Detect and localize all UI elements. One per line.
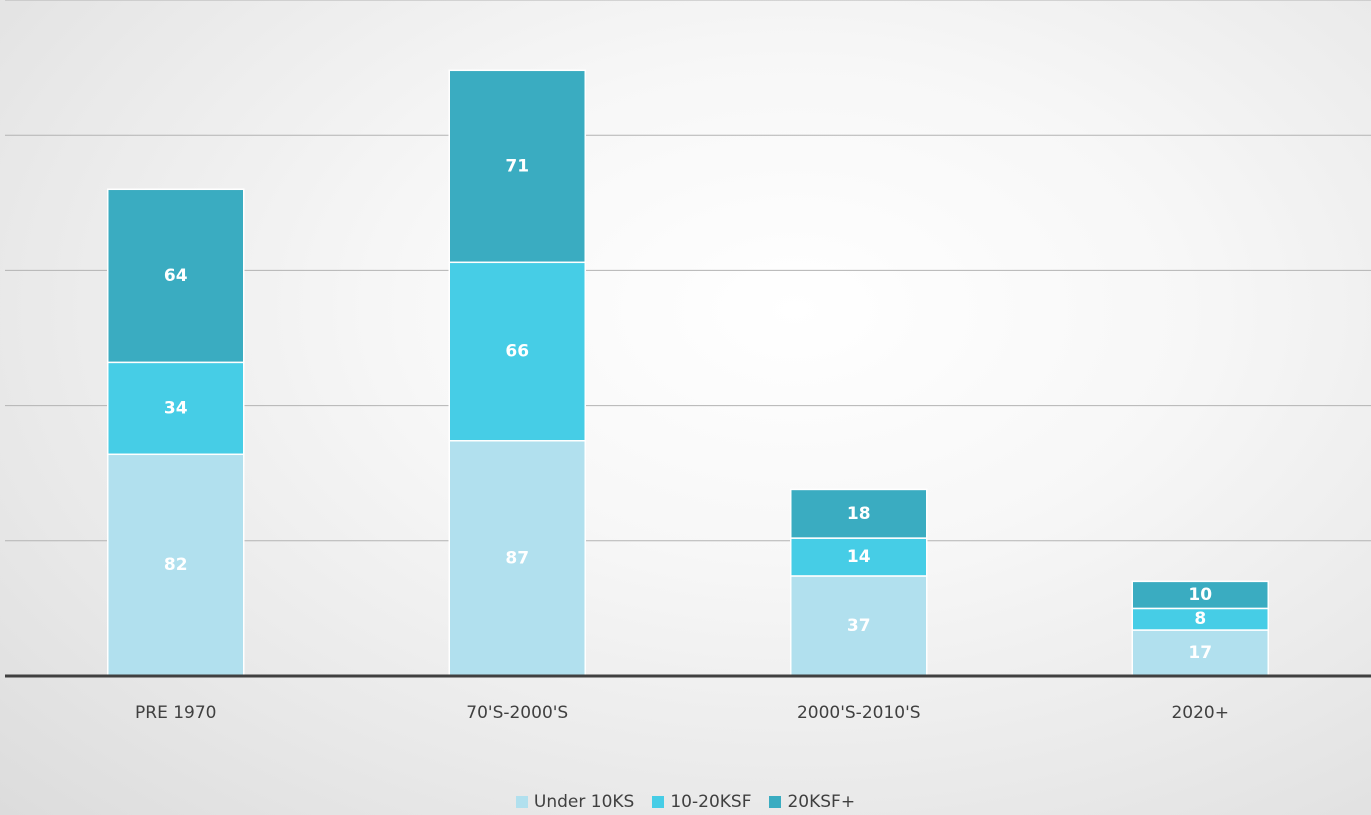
data-label: 64 (164, 266, 188, 286)
legend-swatch (769, 796, 782, 808)
legend-label: 10-20KSF (670, 792, 752, 812)
legend-item: Under 10KS (515, 792, 635, 812)
bar-segment (107, 188, 245, 364)
bar-segment (790, 488, 928, 539)
data-label: 37 (847, 616, 871, 636)
data-label: 71 (505, 156, 529, 176)
data-label: 18 (847, 504, 871, 524)
legend-item: 10-20KSF (652, 792, 751, 812)
legend-swatch (652, 796, 665, 808)
category-label: PRE 1970 (135, 703, 216, 723)
bar-segment (448, 440, 586, 677)
category-label: 2020+ (1171, 703, 1229, 723)
bar-segment (107, 453, 245, 677)
data-labels: 82 34 64 87 66 71 37 14 18 17 8 10 (164, 156, 1212, 663)
category-label: 2000'S-2010'S (797, 703, 921, 723)
data-label: 17 (1188, 643, 1212, 663)
data-label: 66 (505, 342, 529, 362)
legend: Under 10KS 10-20KSF 20KSF+ (0, 792, 1371, 812)
bar-segment (448, 69, 586, 264)
legend-swatch (515, 796, 528, 808)
bar-segment (448, 261, 586, 442)
category-labels: PRE 1970 70'S-2000'S 2000'S-2010'S 2020+ (135, 703, 1229, 723)
data-label: 10 (1188, 585, 1212, 605)
bar-segment (790, 537, 928, 577)
legend-label: Under 10KS (533, 792, 635, 812)
bars (107, 69, 1269, 677)
bar-segment (107, 361, 245, 456)
legend-label: 20KSF+ (787, 792, 856, 812)
legend-item: 20KSF+ (769, 792, 855, 812)
data-label: 14 (847, 547, 871, 567)
data-label: 82 (164, 555, 188, 575)
data-label: 34 (164, 398, 188, 418)
data-label: 87 (505, 548, 529, 568)
data-label: 8 (1194, 609, 1206, 629)
bar-segment (790, 575, 928, 677)
category-label: 70'S-2000'S (466, 703, 568, 723)
bar-segment (1131, 580, 1269, 610)
